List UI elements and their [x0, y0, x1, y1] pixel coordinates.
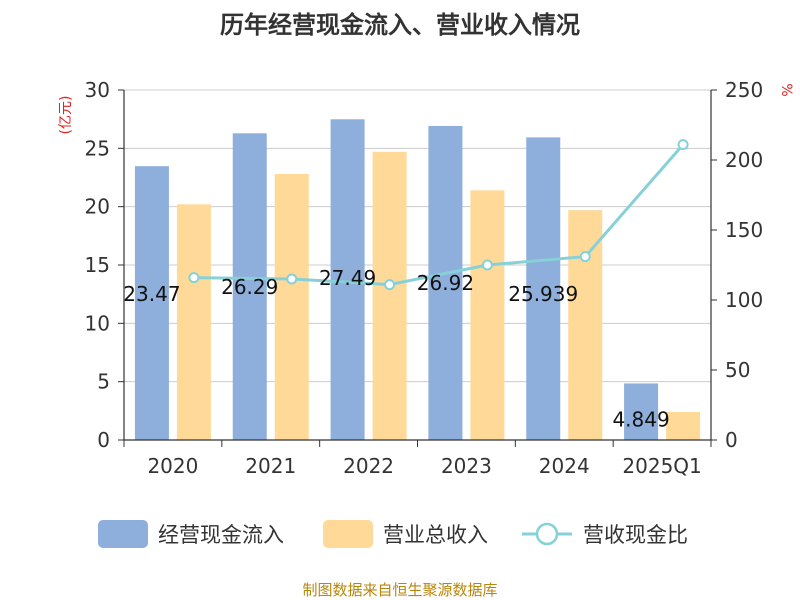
cash-inflow-data-label: 23.47 [123, 282, 180, 306]
cash-inflow-bar [330, 119, 365, 441]
ratio-point [286, 273, 298, 285]
right-tick-label: 50 [725, 358, 750, 382]
left-tick-label: 5 [97, 370, 110, 394]
revenue-bar [568, 210, 603, 440]
right-axis-unit: % [778, 83, 794, 96]
ratio-point [384, 279, 396, 291]
cash-inflow-data-label: 26.92 [417, 271, 474, 295]
cash-inflow-bar [232, 133, 267, 441]
right-tick-label: 250 [725, 78, 763, 102]
x-tick-label: 2024 [539, 454, 590, 478]
legend-label-cash-inflow: 经营现金流入 [158, 523, 284, 547]
cash-inflow-bar [134, 166, 169, 440]
cash-inflow-data-label: 4.849 [612, 407, 669, 431]
x-tick-label: 2020 [147, 454, 198, 478]
right-tick-label: 100 [725, 288, 763, 312]
source-note: 制图数据来自恒生聚源数据库 [302, 581, 497, 599]
left-axis-unit: (亿元) [58, 96, 74, 135]
cash-inflow-data-label: 27.49 [319, 266, 376, 290]
x-tick-label: 2023 [441, 454, 492, 478]
cash-inflow-data-label: 25.939 [508, 282, 578, 306]
cash-inflow-data-label: 26.29 [221, 275, 278, 299]
bars [134, 119, 701, 441]
left-tick-label: 15 [85, 253, 110, 277]
left-tick-label: 20 [85, 195, 110, 219]
gridlines [124, 89, 711, 383]
legend: 经营现金流入 营业总收入 营收现金比 [98, 520, 688, 548]
cash-inflow-bar [624, 383, 659, 440]
chart-title: 历年经营现金流入、营业收入情况 [220, 11, 580, 39]
revenue-bar [666, 412, 701, 440]
ratio-point [677, 139, 689, 151]
left-tick-label: 25 [85, 136, 110, 160]
x-tick-label: 2025Q1 [622, 454, 701, 478]
legend-swatch-revenue [323, 520, 373, 548]
revenue-bar [372, 151, 407, 441]
axes: 0 5 10 15 20 25 30 0 50 100 150 200 250 2020 2021 2022 2… [85, 78, 764, 478]
ratio-line [188, 139, 689, 291]
legend-label-revenue: 营业总收入 [383, 523, 488, 547]
right-tick-label: 0 [725, 428, 738, 452]
legend-marker-ratio [535, 522, 559, 546]
left-tick-label: 0 [97, 428, 110, 452]
ratio-point [188, 272, 200, 284]
right-tick-label: 200 [725, 148, 763, 172]
x-tick-label: 2022 [343, 454, 394, 478]
ratio-point [481, 259, 493, 271]
legend-swatch-cash-inflow [98, 520, 148, 548]
data-labels: 23.47 26.29 27.49 26.92 25.939 4.849 [123, 266, 669, 431]
cash-inflow-bar [526, 137, 561, 440]
cash-inflow-bar [428, 125, 463, 440]
revenue-bar [470, 190, 505, 440]
left-tick-label: 30 [85, 78, 110, 102]
revenue-bar [176, 204, 211, 440]
legend-label-ratio: 营收现金比 [583, 523, 688, 547]
revenue-bar [274, 174, 309, 440]
x-tick-label: 2021 [245, 454, 296, 478]
left-tick-label: 10 [85, 311, 110, 335]
ratio-line-path [193, 143, 685, 287]
right-tick-label: 150 [725, 218, 763, 242]
ratio-point [579, 251, 591, 263]
